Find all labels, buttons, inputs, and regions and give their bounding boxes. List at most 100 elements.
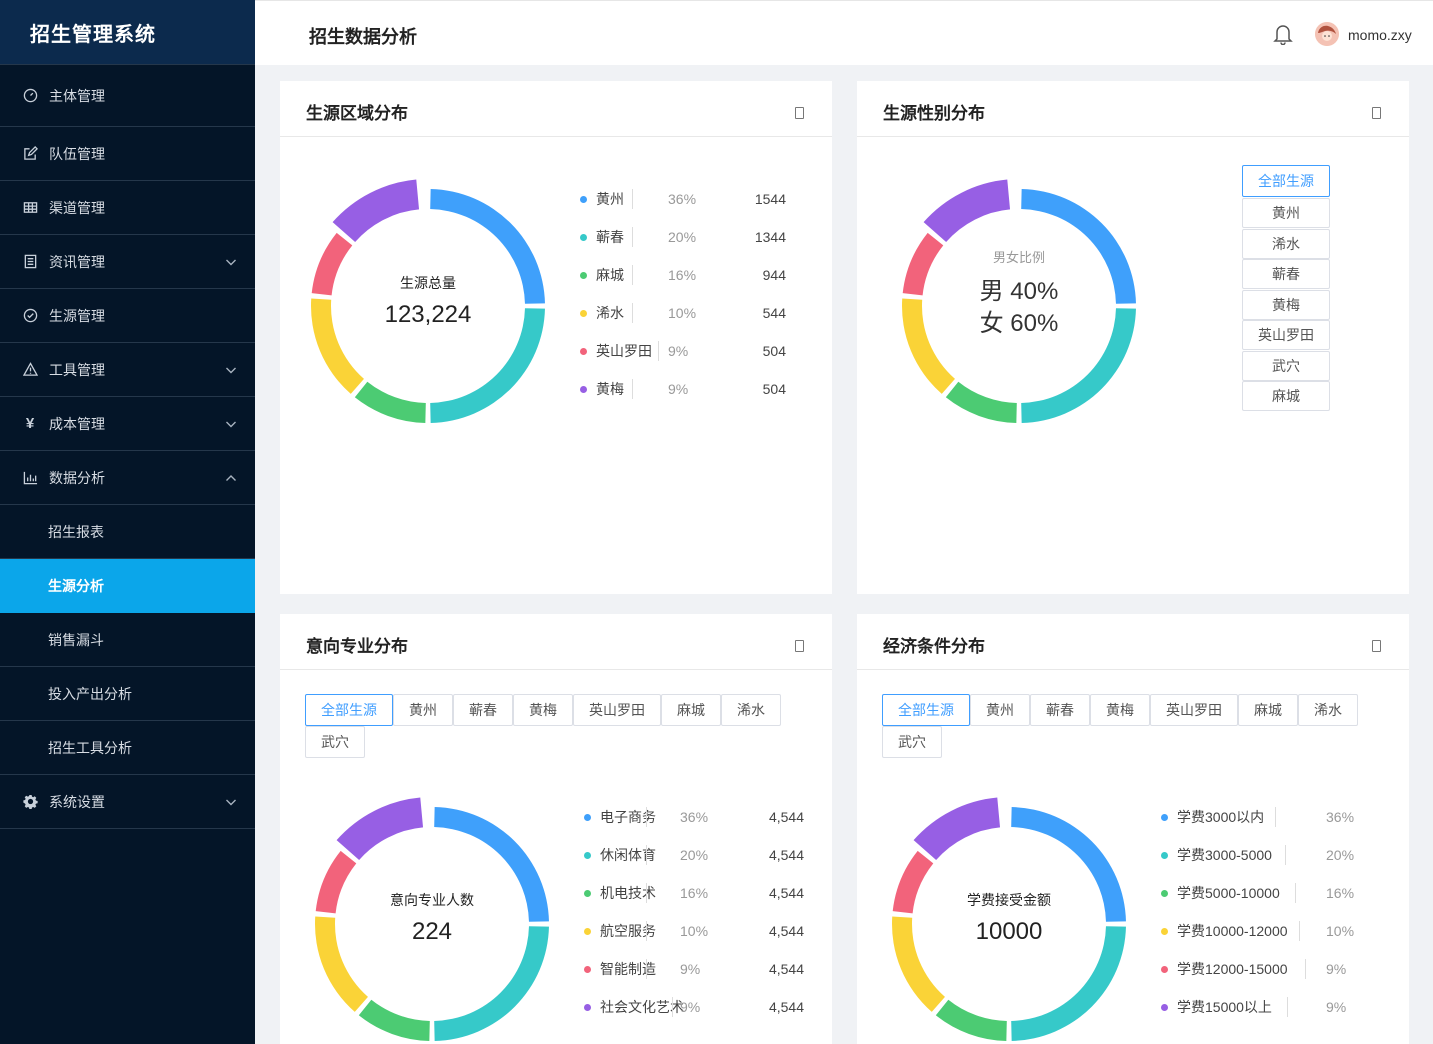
expand-icon[interactable] <box>1372 640 1381 652</box>
filter-button[interactable]: 麻城 <box>1242 381 1330 411</box>
legend-percent: 20% <box>680 847 709 863</box>
sidebar-subitem-report[interactable]: 招生报表 <box>0 505 255 559</box>
legend-dot <box>1161 851 1168 859</box>
legend-dot <box>580 385 587 393</box>
legend-percent: 9% <box>1326 999 1347 1015</box>
sidebar-subitem-funnel[interactable]: 销售漏斗 <box>0 613 255 667</box>
sidebar-subitem-roi[interactable]: 投入产出分析 <box>0 667 255 721</box>
filter-button[interactable]: 武穴 <box>1242 350 1330 381</box>
card-divider <box>857 669 1409 670</box>
legend-item[interactable]: 学费15000以上 9% <box>1161 997 1391 1017</box>
legend-percent: 9% <box>668 343 689 359</box>
check-circle-icon <box>22 308 38 324</box>
filter-button[interactable]: 麻城 <box>1238 694 1298 726</box>
filter-button[interactable]: 浠水 <box>1298 694 1358 726</box>
legend-value: 4,544 <box>768 885 804 901</box>
donut-center-label: 生源总量 <box>400 275 456 291</box>
major-donut-chart <box>315 797 549 1041</box>
filter-button[interactable]: 武穴 <box>305 726 365 758</box>
legend-name: 黄梅 <box>596 381 624 397</box>
filter-button[interactable]: 黄州 <box>970 694 1030 726</box>
legend-item[interactable]: 浠水 10% 544 <box>580 303 810 323</box>
card-title: 生源性别分布 <box>883 104 985 123</box>
filter-button[interactable]: 蕲春 <box>453 694 513 726</box>
filter-button[interactable]: 黄州 <box>1242 198 1330 228</box>
filter-button[interactable]: 英山罗田 <box>573 694 661 726</box>
legend-item[interactable]: 机电技术 16% 4,544 <box>584 883 814 903</box>
sidebar-item-students[interactable]: 生源管理 <box>0 289 255 343</box>
legend-item[interactable]: 黄州 36% 1544 <box>580 189 810 209</box>
legend-item[interactable]: 黄梅 9% 504 <box>580 379 810 399</box>
legend-separator <box>632 189 633 209</box>
legend-item[interactable]: 学费3000-5000 20% <box>1161 845 1391 865</box>
filter-button[interactable]: 浠水 <box>721 694 781 726</box>
sidebar-item-cost[interactable]: ¥ 成本管理 <box>0 397 255 451</box>
filter-button[interactable]: 全部生源 <box>882 694 970 726</box>
username[interactable]: momo.zxy <box>1348 27 1412 43</box>
legend-item[interactable]: 航空服务 10% 4,544 <box>584 921 814 941</box>
legend-item[interactable]: 学费10000-12000 10% <box>1161 921 1391 941</box>
legend-item[interactable]: 智能制造 9% 4,544 <box>584 959 814 979</box>
legend-separator <box>646 883 647 903</box>
legend-item[interactable]: 麻城 16% 944 <box>580 265 810 285</box>
donut-segment <box>935 999 1007 1041</box>
legend-item[interactable]: 英山罗田 9% 504 <box>580 341 810 361</box>
sidebar-item-news[interactable]: 资讯管理 <box>0 235 255 289</box>
legend-item[interactable]: 学费5000-10000 16% <box>1161 883 1391 903</box>
expand-icon[interactable] <box>795 640 804 652</box>
sidebar-subitem-tool-analysis[interactable]: 招生工具分析 <box>0 721 255 775</box>
donut-center-value: 123,224 <box>384 301 472 328</box>
sidebar-item-label: 渠道管理 <box>49 199 105 216</box>
filter-button[interactable]: 麻城 <box>661 694 721 726</box>
donut-segment <box>1011 807 1126 922</box>
filter-button[interactable]: 英山罗田 <box>1242 320 1330 350</box>
card-divider <box>280 136 832 137</box>
filter-button[interactable]: 黄梅 <box>1090 694 1150 726</box>
sidebar-item-team[interactable]: 队伍管理 <box>0 127 255 181</box>
page-title: 招生数据分析 <box>309 27 417 47</box>
bell-icon[interactable] <box>1273 23 1293 45</box>
female-ratio: 女 60% <box>979 310 1059 337</box>
legend-item[interactable]: 学费12000-15000 9% <box>1161 959 1391 979</box>
donut-center: 意向专业人数 224 <box>342 890 522 946</box>
sidebar-item-channel[interactable]: 渠道管理 <box>0 181 255 235</box>
avatar[interactable] <box>1315 22 1339 46</box>
legend-item[interactable]: 学费3000以内 36% <box>1161 807 1391 827</box>
legend-dot <box>584 1003 591 1011</box>
legend-name: 航空服务 <box>600 923 656 939</box>
filter-button[interactable]: 武穴 <box>882 726 942 758</box>
chevron-down-icon <box>226 367 236 373</box>
legend-item[interactable]: 休闲体育 20% 4,544 <box>584 845 814 865</box>
legend-percent: 20% <box>1326 847 1355 863</box>
filter-button[interactable]: 黄梅 <box>513 694 573 726</box>
filter-button[interactable]: 英山罗田 <box>1150 694 1238 726</box>
donut-segment <box>1021 308 1136 423</box>
expand-icon[interactable] <box>1372 107 1381 119</box>
sidebar-item-settings[interactable]: 系统设置 <box>0 775 255 829</box>
donut-segment <box>332 179 420 242</box>
filter-button[interactable]: 蕲春 <box>1242 259 1330 289</box>
filter-button[interactable]: 黄州 <box>393 694 453 726</box>
expand-icon[interactable] <box>795 107 804 119</box>
legend-item[interactable]: 电子商务 36% 4,544 <box>584 807 814 827</box>
legend-separator <box>646 959 647 979</box>
donut-center: 生源总量 123,224 <box>338 273 518 329</box>
card-divider <box>280 669 832 670</box>
filter-button[interactable]: 蕲春 <box>1030 694 1090 726</box>
filter-button[interactable]: 浠水 <box>1242 228 1330 259</box>
sidebar-item-tools[interactable]: 工具管理 <box>0 343 255 397</box>
legend-dot <box>1161 927 1168 935</box>
legend-item[interactable]: 社会文化艺术 9% 4,544 <box>584 997 814 1017</box>
legend-item[interactable]: 蕲春 20% 1344 <box>580 227 810 247</box>
economy-donut-chart <box>892 797 1126 1041</box>
legend-separator <box>632 303 633 323</box>
filter-button[interactable]: 全部生源 <box>1242 165 1330 197</box>
sidebar-item-label: 主体管理 <box>49 87 105 104</box>
donut-segment <box>430 308 545 423</box>
sidebar-item-entity[interactable]: 主体管理 <box>0 65 255 127</box>
sidebar-item-analytics[interactable]: 数据分析 <box>0 451 255 505</box>
filter-button[interactable]: 全部生源 <box>305 694 393 726</box>
filter-button[interactable]: 黄梅 <box>1242 289 1330 320</box>
sidebar-subitem-source-analysis[interactable]: 生源分析 <box>0 559 255 613</box>
legend-name: 休闲体育 <box>600 847 656 863</box>
